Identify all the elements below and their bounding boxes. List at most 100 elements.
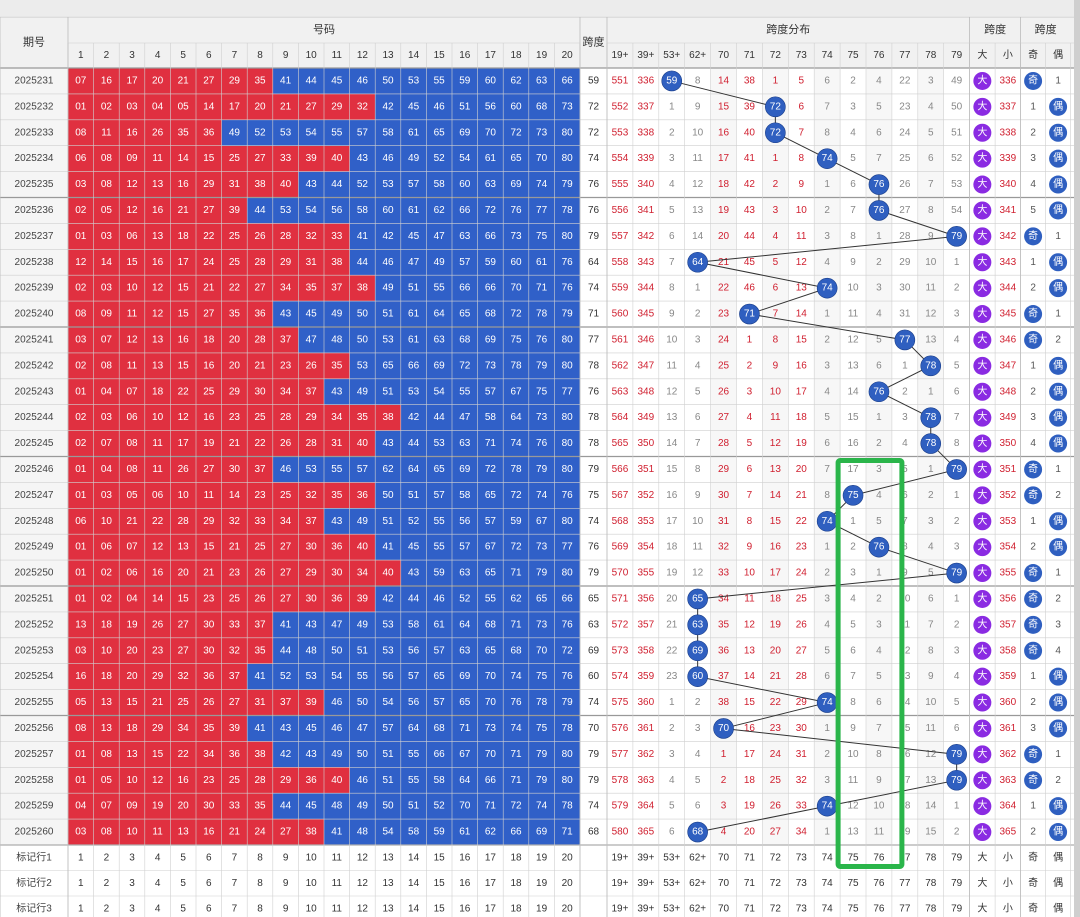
number-cell [426,145,452,172]
number-cell [400,586,427,612]
number-cell [196,482,222,509]
small-miss-count: 341 [1000,205,1017,216]
dist-miss-count: 580 [612,827,629,838]
dist-miss-count: 3 [954,542,960,553]
number-cell [221,430,248,457]
odd-marker-label: 奇 [1028,229,1038,242]
big-marker [973,771,992,790]
dist-miss-count: 6 [824,75,830,86]
number-col-header: 8 [257,50,263,61]
odd-miss-count: 4 [1030,438,1036,449]
even-marker-label: 偶 [1053,358,1063,371]
marker-row-dist: 19+ [611,903,628,914]
number-cell [554,689,580,716]
vertical-scrollbar[interactable] [1074,0,1080,917]
odd-marker [1024,615,1043,634]
drawn-number: 19 [126,619,138,630]
drawn-number: 27 [203,75,215,86]
drawn-number: 21 [280,101,292,112]
dist-miss-count: 348 [638,386,655,397]
number-col-header: 2 [104,50,110,61]
number-cell [170,119,196,146]
dist-miss-count: 2 [721,775,727,786]
drawn-number: 80 [562,464,574,475]
marker-row-number: 19 [536,903,548,914]
number-cell [554,68,580,94]
drawn-number: 08 [75,127,87,138]
number-cell [144,197,171,224]
dist-miss-count: 1 [954,257,960,268]
number-cell [554,430,580,457]
span-ball [842,485,864,506]
drawn-number: 06 [126,231,138,242]
dist-miss-count: 346 [638,334,655,345]
number-cell [93,197,120,224]
drawn-number: 41 [357,231,369,242]
number-cell [375,223,401,250]
number-cell [554,767,580,794]
dist-miss-count: 2 [850,75,856,86]
number-cell [247,68,273,94]
number-cell [426,586,452,612]
dist-miss-count: 3 [850,568,856,579]
number-cell [298,327,324,353]
small-miss-count: 350 [1000,438,1017,449]
number-cell [170,482,196,509]
number-cell [477,275,504,302]
dist-miss-count: 6 [824,671,830,682]
number-cell [554,378,580,405]
dist-miss-count: 1 [928,464,934,475]
number-cell [144,793,171,820]
number-cell [452,534,478,561]
drawn-number: 72 [459,360,471,371]
drawn-number: 52 [254,127,266,138]
marker-row-dist: 62+ [689,903,706,914]
dist-miss-count: 579 [612,801,629,812]
drawn-number: 13 [178,542,190,553]
number-cell [221,275,248,302]
dist-miss-count: 364 [638,801,655,812]
number-cell [170,301,196,327]
span-value: 76 [588,386,600,397]
number-cell [528,171,555,198]
drawn-number: 43 [306,749,318,760]
drawn-number: 55 [459,386,471,397]
number-cell [503,119,529,146]
dist-miss-count: 24 [770,749,782,760]
drawn-number: 55 [408,775,420,786]
number-cell [144,249,171,276]
big-marker-label: 大 [977,410,987,423]
drawn-number: 37 [331,283,343,294]
number-cell [375,767,401,794]
number-cell [68,637,94,664]
drawn-number: 79 [536,775,548,786]
dist-miss-count: 5 [876,101,882,112]
drawn-number: 51 [382,309,394,320]
dist-miss-count: 29 [899,257,911,268]
drawn-number: 13 [152,179,164,190]
even-marker [1049,823,1068,842]
dist-miss-count: 16 [796,360,808,371]
number-cell [119,767,145,794]
number-cell [554,560,580,586]
big-marker-label: 大 [977,540,987,553]
period-cell-bg [0,119,68,146]
drawn-number: 49 [229,127,241,138]
dist-miss-count: 13 [847,827,859,838]
drawn-number: 41 [280,75,292,86]
number-cell [349,249,376,276]
number-cell [426,119,452,146]
drawn-number: 16 [203,827,215,838]
dist-col-header: 39+ [637,50,654,61]
number-cell [528,819,555,845]
number-cell [528,197,555,224]
drawn-number: 43 [408,568,420,579]
drawn-number: 68 [536,101,548,112]
number-cell [477,534,504,561]
drawn-number: 40 [382,568,394,579]
drawn-number: 10 [126,827,138,838]
number-cell [298,508,324,535]
drawn-number: 76 [562,283,574,294]
number-cell [400,819,427,845]
number-cell [349,327,376,353]
